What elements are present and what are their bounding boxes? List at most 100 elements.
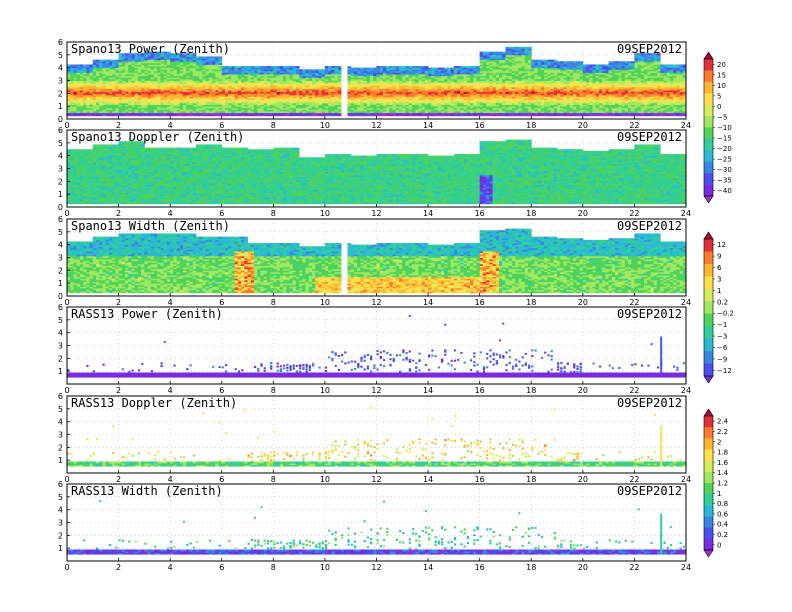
heatmap-cell [367,68,371,70]
heatmap-cell [106,60,110,62]
heatmap-cell [480,52,484,54]
heatmap-cell [399,66,403,68]
heatmap-cell [241,66,245,68]
heatmap-cell [325,66,329,68]
heatmap-cell [389,66,393,68]
heatmap-cell [280,66,284,68]
heatmap-cell [435,68,439,70]
heatmap-cell [331,66,335,68]
heatmap-cell [267,66,271,68]
heatmap-cell [83,64,87,66]
heatmap-cell [277,66,281,68]
heatmap-cell [212,56,216,58]
heatmap-cell [538,60,542,62]
heatmap-cell [483,52,487,54]
heatmap-cell [447,68,451,70]
heatmap-cell [96,60,100,62]
heatmap-cell [335,66,339,68]
heatmap-cell [409,66,413,68]
heatmap-cell [273,66,277,68]
heatmap-cell [406,66,410,68]
heatmap-cell [254,66,258,68]
heatmap-cell [228,66,232,68]
heatmap-cell [354,68,358,70]
heatmap-cell [215,56,219,58]
heatmap-cell [93,60,97,62]
heatmap-cells [67,47,686,116]
heatmap-cell [231,66,235,68]
heatmap-cell [235,66,239,68]
heatmap-cell [312,69,316,71]
heatmap-cell [499,52,503,54]
heatmap-cell [302,69,306,71]
heatmap-cell [67,64,71,66]
heatmap-cell [73,64,77,66]
heatmap-cell [99,60,103,62]
heatmap-cell [415,66,419,68]
heatmap-cell [441,68,445,70]
heatmap-cell [493,52,497,54]
heatmap-cell [196,56,200,58]
heatmap-cell [431,68,435,70]
heatmap-cell [370,68,374,70]
heatmap-cell [70,64,74,66]
heatmap-cell [270,66,274,68]
heatmap-cell [470,66,474,68]
heatmap-cell [396,66,400,68]
heatmap-cell [286,66,290,68]
heatmap-cell [251,66,255,68]
heatmap-cell [373,68,377,70]
heatmap-cell [515,47,519,49]
heatmap-cell [322,69,326,71]
heatmap-cell [248,66,252,68]
heatmap-cell [522,47,526,49]
heatmap-cell [115,60,119,62]
heatmap-cell [444,68,448,70]
heatmap-cell [496,52,500,54]
heatmap-cell [418,66,422,68]
heatmap-cell [473,66,477,68]
heatmap-cell [509,47,513,49]
heatmap-cell [347,66,351,68]
heatmap-cell [531,60,535,62]
heatmap-cell [357,68,361,70]
heatmap-cell [225,66,229,68]
heatmap-cell [402,66,406,68]
heatmap-cell [299,69,303,71]
heatmap-cell [351,68,355,70]
heatmap-cell [77,64,81,66]
heatmap-cell [264,66,268,68]
heatmap-cell [525,47,529,49]
heatmap-cell [486,52,490,54]
heatmap-cell [476,66,480,68]
heatmap-cell [464,66,468,68]
heatmap-cell [457,66,461,68]
heatmap-cell [293,66,297,68]
heatmap-cell [518,47,522,49]
heatmap-cell [318,69,322,71]
heatmap-cell [528,47,532,49]
heatmap-cell [383,66,387,68]
heatmap-cell [315,69,319,71]
heatmap-cell [296,66,300,68]
heatmap-cell [364,68,368,70]
heatmap-cell [438,68,442,70]
heatmap-cell [283,66,287,68]
heatmap-cell [393,66,397,68]
heatmap-cell [109,60,113,62]
heatmap-cell [328,66,332,68]
heatmap-cell [489,52,493,54]
heatmap-cell [309,69,313,71]
heatmap-cell [454,66,458,68]
heatmap-cell [380,66,384,68]
heatmap-cell [422,66,426,68]
heatmap-cell [467,66,471,68]
heatmap-cell [206,56,210,58]
heatmap-cell [102,60,106,62]
heatmap-cell [257,66,261,68]
heatmap-cell [306,69,310,71]
heatmap-cell [80,64,84,66]
heatmap-cell [377,66,381,68]
heatmap-cell [451,68,455,70]
